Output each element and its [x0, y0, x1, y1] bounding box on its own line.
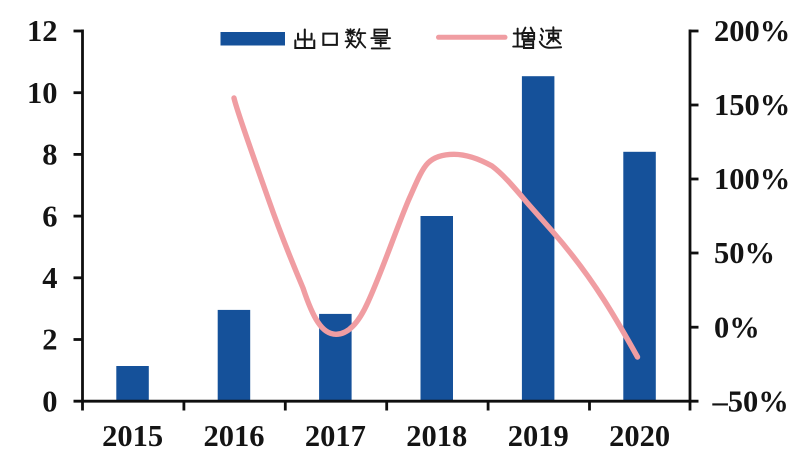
svg-text:0%: 0% — [714, 310, 760, 344]
svg-text:2020: 2020 — [609, 419, 670, 452]
svg-text:2015: 2015 — [102, 419, 163, 452]
svg-text:200%: 200% — [714, 14, 790, 48]
svg-text:–50%: –50% — [712, 384, 789, 418]
svg-text:2018: 2018 — [406, 419, 467, 452]
svg-text:4: 4 — [42, 261, 57, 295]
svg-text:50%: 50% — [714, 236, 775, 270]
svg-text:8: 8 — [42, 138, 57, 172]
svg-text:100%: 100% — [714, 162, 790, 196]
svg-text:10: 10 — [27, 76, 58, 110]
svg-text:2019: 2019 — [508, 419, 569, 452]
svg-text:0: 0 — [42, 384, 57, 418]
svg-text:2: 2 — [42, 323, 57, 357]
svg-text:6: 6 — [42, 199, 57, 233]
svg-text:2017: 2017 — [305, 419, 366, 452]
svg-text:2016: 2016 — [204, 419, 265, 452]
svg-text:12: 12 — [27, 14, 58, 48]
svg-text:150%: 150% — [714, 88, 790, 122]
